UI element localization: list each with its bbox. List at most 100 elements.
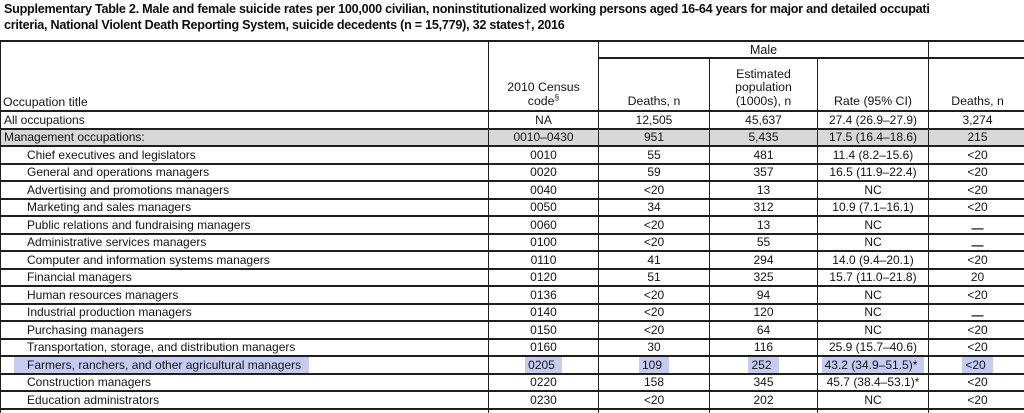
cell-occupation: Purchasing managers	[0, 320, 489, 340]
cell-f_deaths: —	[928, 215, 1024, 235]
cell-rate: NC	[816, 180, 930, 200]
cell-f_deaths: <20	[928, 145, 1024, 165]
cell-f_deaths: <20	[928, 162, 1024, 182]
cell-text: <20	[967, 287, 988, 302]
highlighted-text: 109	[638, 357, 670, 372]
cell-rate: 25.9 (15.7–40.6)	[816, 337, 930, 357]
cell-text: 30	[647, 340, 661, 355]
cell-deaths: <20	[598, 302, 710, 322]
cell-text: <20	[643, 182, 665, 197]
cell-population: 13	[709, 215, 818, 235]
cell-occupation: Advertising and promotions managers	[0, 180, 489, 200]
cell-empty	[488, 407, 599, 413]
cell-population: 481	[709, 145, 818, 165]
cell-deaths: 109	[598, 355, 710, 375]
cell-text: All occupations	[4, 112, 85, 127]
cell-code: 0220	[488, 372, 599, 392]
cell-text: General and operations managers	[27, 165, 210, 180]
cell-text: 17.5 (16.4–18.6)	[828, 130, 918, 145]
cell-deaths: 951	[598, 127, 710, 147]
cell-rate: 17.5 (16.4–18.6)	[816, 127, 930, 147]
cell-rate: 11.4 (8.2–15.6)	[816, 145, 930, 165]
cell-text: 0050	[530, 200, 557, 215]
cell-text: Advertising and promotions managers	[27, 182, 230, 197]
cell-code: 0230	[488, 390, 599, 410]
cell-text: NC	[864, 305, 882, 320]
cell-text: NC	[864, 392, 882, 407]
cell-text: NC	[864, 217, 882, 232]
cell-deaths: 41	[598, 250, 710, 270]
cell-text: 0160	[530, 340, 557, 355]
cell-deaths: <20	[598, 180, 710, 200]
cell-text: 13	[756, 217, 771, 232]
cell-population: 64	[709, 320, 818, 340]
cell-deaths: <20	[598, 390, 710, 410]
cell-occupation: Management occupations:	[0, 127, 489, 147]
cell-text: Administrative services managers	[27, 235, 207, 250]
cell-text: Construction managers	[27, 375, 152, 390]
cell-f_deaths: <20	[928, 197, 1024, 217]
cell-rate: 45.7 (38.4–53.1)*	[816, 372, 930, 392]
cell-occupation: General and operations managers	[0, 162, 489, 182]
cell-empty	[598, 407, 710, 413]
cell-text: 45,637	[745, 112, 782, 127]
cell-text: —	[971, 238, 984, 251]
cell-code: 0040	[488, 180, 599, 200]
cell-text: 27.4 (26.9–27.9)	[828, 112, 918, 127]
table-row: Public relations and fundraising manager…	[0, 215, 1024, 235]
cell-text: —	[971, 220, 984, 234]
cell-population: 294	[709, 250, 818, 270]
cell-population: 13	[709, 180, 818, 200]
cell-population: 55	[709, 232, 818, 252]
cell-text: 10.9 (7.1–16.1)	[832, 200, 914, 215]
cell-f_deaths: <20	[928, 320, 1024, 340]
cell-code: 0136	[488, 285, 599, 305]
cell-text: 202	[753, 392, 774, 407]
cell-text: 0100	[530, 235, 557, 250]
cell-rate: NC	[816, 232, 930, 252]
cell-text: 951	[643, 130, 665, 145]
cell-text: 481	[753, 147, 774, 162]
cell-code: NA	[488, 110, 599, 130]
cell-deaths: 30	[598, 337, 710, 357]
cell-deaths: <20	[598, 215, 710, 235]
cell-text: <20	[967, 147, 988, 162]
cell-f_deaths: —	[928, 232, 1024, 252]
cell-f_deaths: 20	[928, 267, 1024, 287]
cell-text: Purchasing managers	[27, 322, 144, 337]
table-row: Marketing and sales managers 0050 34 312 10.…	[0, 197, 1024, 217]
cell-empty	[709, 407, 818, 413]
cell-text: —	[971, 308, 984, 321]
cell-rate: 15.7 (11.0–21.8)	[816, 267, 930, 287]
cell-text: 0220	[530, 375, 557, 390]
cell-text: NC	[864, 182, 882, 197]
table-title-line1: Supplementary Table 2. Male and female s…	[4, 2, 930, 16]
cell-text: NC	[864, 235, 882, 250]
cell-text: 16.5 (11.9–22.4)	[829, 165, 917, 180]
cell-text: <20	[967, 340, 988, 355]
cell-text: 215	[967, 130, 988, 145]
cell-text: 14.0 (9.4–20.1)	[832, 252, 914, 267]
cell-text: <20	[967, 200, 988, 215]
cell-text: NC	[864, 322, 882, 337]
cell-text: 0010	[530, 147, 557, 162]
cell-rate: NC	[816, 215, 930, 235]
cell-text: Chief executives and legislators	[27, 147, 196, 162]
cell-occupation: Administrative services managers	[0, 232, 489, 252]
cell-population: 202	[709, 390, 818, 410]
column-header-male-population: Estimated population (1000s), n	[709, 57, 818, 112]
cell-text: 0020	[530, 165, 557, 180]
cell-text: 45.7 (38.4–53.1)*	[826, 375, 920, 390]
cell-rate: NC	[816, 285, 930, 305]
cell-rate: 27.4 (26.9–27.9)	[816, 110, 930, 130]
cell-text: 59	[647, 165, 661, 180]
table-row: Industrial production managers 0140 <20 120…	[0, 302, 1024, 322]
cell-population: 94	[709, 285, 818, 305]
cell-f_deaths: <20	[928, 337, 1024, 357]
cell-text: 345	[753, 375, 774, 390]
group-header-male: Male	[597, 40, 930, 59]
cell-text: Industrial production managers	[27, 305, 192, 320]
cell-text: 0060	[530, 217, 557, 232]
cell-text: 0136	[530, 287, 557, 302]
cell-f_deaths: <20	[928, 250, 1024, 270]
